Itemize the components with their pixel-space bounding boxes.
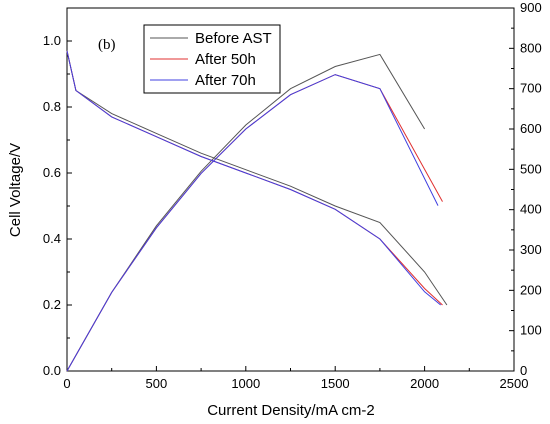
y-tick-label-1: 0.2	[43, 297, 61, 312]
y-tick-label-5: 1.0	[43, 33, 61, 48]
x-axis-title: Current Density/mA cm-2	[207, 402, 375, 419]
y2-tick-label-2: 200	[520, 282, 542, 297]
voltage-line-before-ast	[66, 50, 448, 306]
x-tick-label-0: 0	[63, 376, 70, 391]
y2-tick-label-4: 400	[520, 202, 542, 217]
y2-tick-label-8: 800	[520, 40, 542, 55]
x-tick-label-4: 2000	[410, 376, 439, 391]
x-tick-label-3: 1500	[321, 376, 350, 391]
legend-label-after-70h: After 70h	[195, 72, 256, 89]
y2-tick-label-3: 300	[520, 242, 542, 257]
series-layer	[66, 50, 448, 372]
x-tick-label-5: 2500	[500, 376, 529, 391]
legend-label-after-50h: After 50h	[195, 51, 256, 68]
y2-tick-label-9: 900	[520, 0, 542, 15]
power-line-after-70h	[66, 74, 439, 372]
power-line-before-ast	[66, 53, 426, 372]
y2-tick-label-0: 0	[520, 363, 527, 378]
axes-layer: 0 500 1000 1500 2000 2500 0.0 0.2 0.4 0.6 0.8 1.0 0 1…	[43, 0, 542, 391]
y-tick-label-0: 0.0	[43, 363, 61, 378]
y-tick-label-2: 0.4	[43, 231, 61, 246]
y-tick-label-4: 0.8	[43, 99, 61, 114]
y-axis-title: Cell Voltage/V	[7, 143, 24, 237]
y2-tick-label-7: 700	[520, 81, 542, 96]
voltage-line-after-70h	[66, 50, 442, 306]
y2-tick-label-6: 600	[520, 121, 542, 136]
legend-label-before-ast: Before AST	[195, 30, 272, 47]
panel-label: (b)	[98, 37, 116, 53]
x-tick-label-2: 1000	[231, 376, 260, 391]
y2-tick-label-1: 100	[520, 323, 542, 338]
y-tick-label-3: 0.6	[43, 165, 61, 180]
y2-tick-label-5: 500	[520, 161, 542, 176]
legend: Before AST After 50h After 70h	[143, 24, 281, 94]
x-tick-label-1: 500	[146, 376, 168, 391]
